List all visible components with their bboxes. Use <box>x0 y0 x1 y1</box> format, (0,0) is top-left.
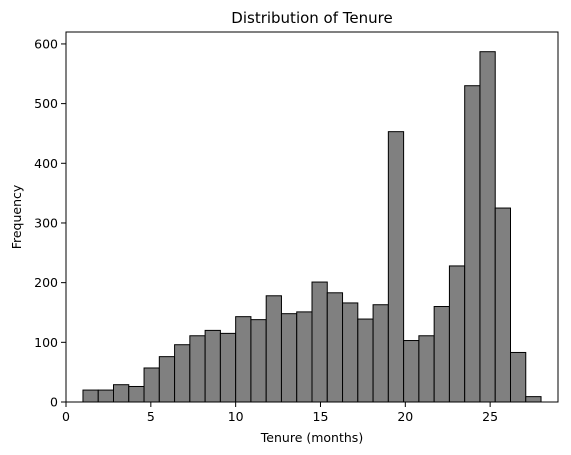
histogram-bar <box>448 265 466 403</box>
histogram-bar <box>403 340 420 403</box>
y-tick-label: 0 <box>50 395 58 410</box>
x-tick-label: 15 <box>313 409 329 424</box>
histogram-bar <box>265 295 282 403</box>
plot-frame <box>65 31 559 403</box>
histogram-bar <box>97 389 115 403</box>
x-axis: 0 5 10 15 20 25 <box>62 402 498 424</box>
histogram-bar <box>326 292 344 403</box>
histogram-bar <box>418 335 435 403</box>
histogram-bar <box>296 311 313 403</box>
x-tick-label: 0 <box>62 409 70 424</box>
bars-group <box>82 51 542 403</box>
x-tick-label: 20 <box>397 409 413 424</box>
y-tick-label: 600 <box>34 36 58 51</box>
histogram-bar <box>311 281 328 403</box>
y-tick-label: 200 <box>34 275 58 290</box>
histogram-bar <box>280 313 298 403</box>
histogram-bar <box>464 85 481 403</box>
x-tick-label: 10 <box>228 409 244 424</box>
histogram-bar <box>189 335 206 403</box>
y-tick-label: 100 <box>34 335 58 350</box>
histogram-bar <box>372 304 389 403</box>
x-axis-title: Tenure (months) <box>260 430 363 445</box>
histogram-bar <box>433 306 450 403</box>
histogram-bar <box>357 318 374 403</box>
histogram-bar <box>204 329 221 403</box>
chart-title: Distribution of Tenure <box>231 9 392 27</box>
histogram-bar <box>479 51 496 403</box>
histogram-bar <box>128 385 145 403</box>
histogram-bar <box>494 207 511 403</box>
x-tick-label: 5 <box>147 409 155 424</box>
x-tick-label: 25 <box>482 409 498 424</box>
y-tick-label: 400 <box>34 156 58 171</box>
y-tick-label: 300 <box>34 215 58 230</box>
histogram-bar <box>342 302 359 403</box>
histogram-bar <box>525 396 542 403</box>
histogram-bar <box>158 356 176 403</box>
histogram-bar <box>250 319 267 403</box>
histogram-bar <box>387 131 405 403</box>
histogram-bar <box>174 344 191 403</box>
histogram-bar <box>235 316 252 403</box>
histogram-bar <box>113 384 130 403</box>
y-axis: 0 100 200 300 400 500 600 <box>34 36 66 410</box>
histogram-bar <box>509 351 527 403</box>
y-axis-title: Frequency <box>9 184 24 249</box>
histogram-bar <box>219 332 237 403</box>
y-tick-label: 500 <box>34 96 58 111</box>
histogram-bar <box>143 367 160 403</box>
histogram-bar <box>82 389 99 403</box>
